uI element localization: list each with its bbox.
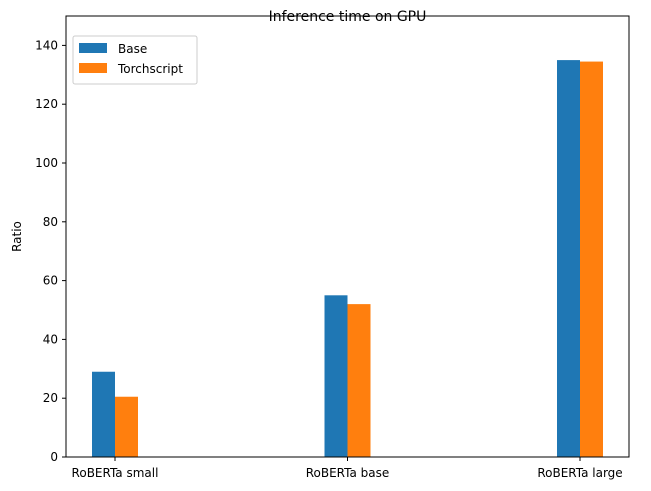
x-tick-label: RoBERTa base: [306, 466, 390, 480]
bars-layer: [92, 60, 603, 457]
plot-frame: [65, 15, 630, 458]
bar-base-roberta-large: [557, 60, 580, 457]
bar-torchscript-roberta-small: [115, 396, 138, 457]
y-tick-label: 80: [43, 215, 58, 229]
y-tick-label: 100: [35, 156, 58, 170]
legend: Base Torchscript: [72, 35, 198, 85]
legend-label-base: Base: [118, 42, 147, 56]
legend-swatch-base: [79, 43, 107, 53]
x-tick-label: RoBERTa large: [537, 466, 622, 480]
ticks-layer: 0 20 40 60 80 100 120 140 RoBERTa small RoBERTa b…: [35, 38, 623, 480]
y-tick-label: 40: [43, 332, 58, 346]
y-tick-label: 20: [43, 391, 58, 405]
bar-torchscript-roberta-large: [580, 61, 603, 457]
y-tick-label: 120: [35, 97, 58, 111]
x-tick-label: RoBERTa small: [72, 466, 159, 480]
chart-title: Inference time on GPU: [269, 9, 427, 25]
bar-base-roberta-small: [92, 371, 115, 457]
y-tick-label: 140: [35, 38, 58, 52]
bar-torchscript-roberta-base: [347, 304, 371, 457]
y-tick-label: 60: [43, 274, 58, 288]
legend-swatch-torchscript: [79, 63, 107, 73]
legend-label-torchscript: Torchscript: [117, 62, 183, 76]
y-axis-label: Ratio: [10, 221, 24, 252]
y-tick-label: 0: [50, 450, 58, 464]
bar-base-roberta-base: [324, 295, 348, 457]
